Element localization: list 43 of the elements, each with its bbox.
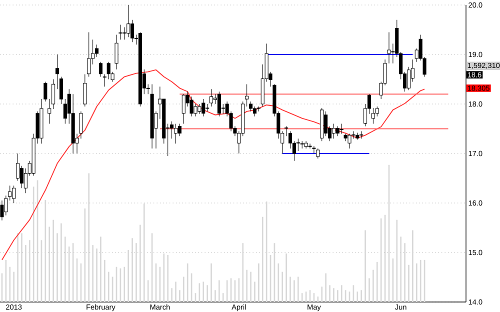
candlestick: [126, 4, 130, 38]
candlestick: [371, 108, 375, 124]
candlestick: [118, 24, 122, 40]
candlestick: [98, 62, 102, 78]
candlestick: [178, 124, 182, 136]
candlestick: [344, 133, 348, 142]
candlestick: [210, 88, 214, 107]
candlestick: [198, 104, 202, 114]
candlestick: [245, 84, 249, 107]
candlestick: [375, 106, 379, 117]
candlestick: [332, 124, 336, 139]
candlestick: [12, 185, 16, 204]
candlestick: [194, 104, 198, 117]
candlestick: [94, 44, 99, 58]
candlestick: [55, 54, 60, 90]
candlestick: [16, 153, 20, 181]
candlestick: [316, 148, 320, 159]
candlestick: [59, 76, 63, 104]
candlestick: [182, 94, 186, 124]
candlestick: [170, 121, 174, 139]
candlestick: [348, 133, 352, 149]
candlestick: [87, 32, 91, 78]
candlestick: [174, 124, 178, 144]
candlestick: [252, 106, 256, 117]
candlestick: [122, 27, 126, 40]
candlestick: [284, 126, 288, 136]
candlestick: [20, 166, 24, 188]
candlestick: [130, 20, 134, 42]
candlestick: [336, 126, 340, 136]
candlestick: [114, 34, 118, 70]
candlestick: [106, 62, 110, 80]
candlestick: [296, 138, 300, 152]
candlestick: [249, 101, 253, 112]
line-series: [2, 69, 426, 260]
candlestick: [202, 98, 206, 117]
candlestick: [324, 111, 328, 136]
candlestick: [48, 98, 52, 124]
candlestick: [102, 74, 106, 87]
candlestick: [83, 74, 87, 107]
candlestick: [406, 66, 411, 90]
candlestick: [217, 91, 221, 117]
candlestick: [52, 78, 56, 110]
candlestick: [340, 124, 344, 134]
